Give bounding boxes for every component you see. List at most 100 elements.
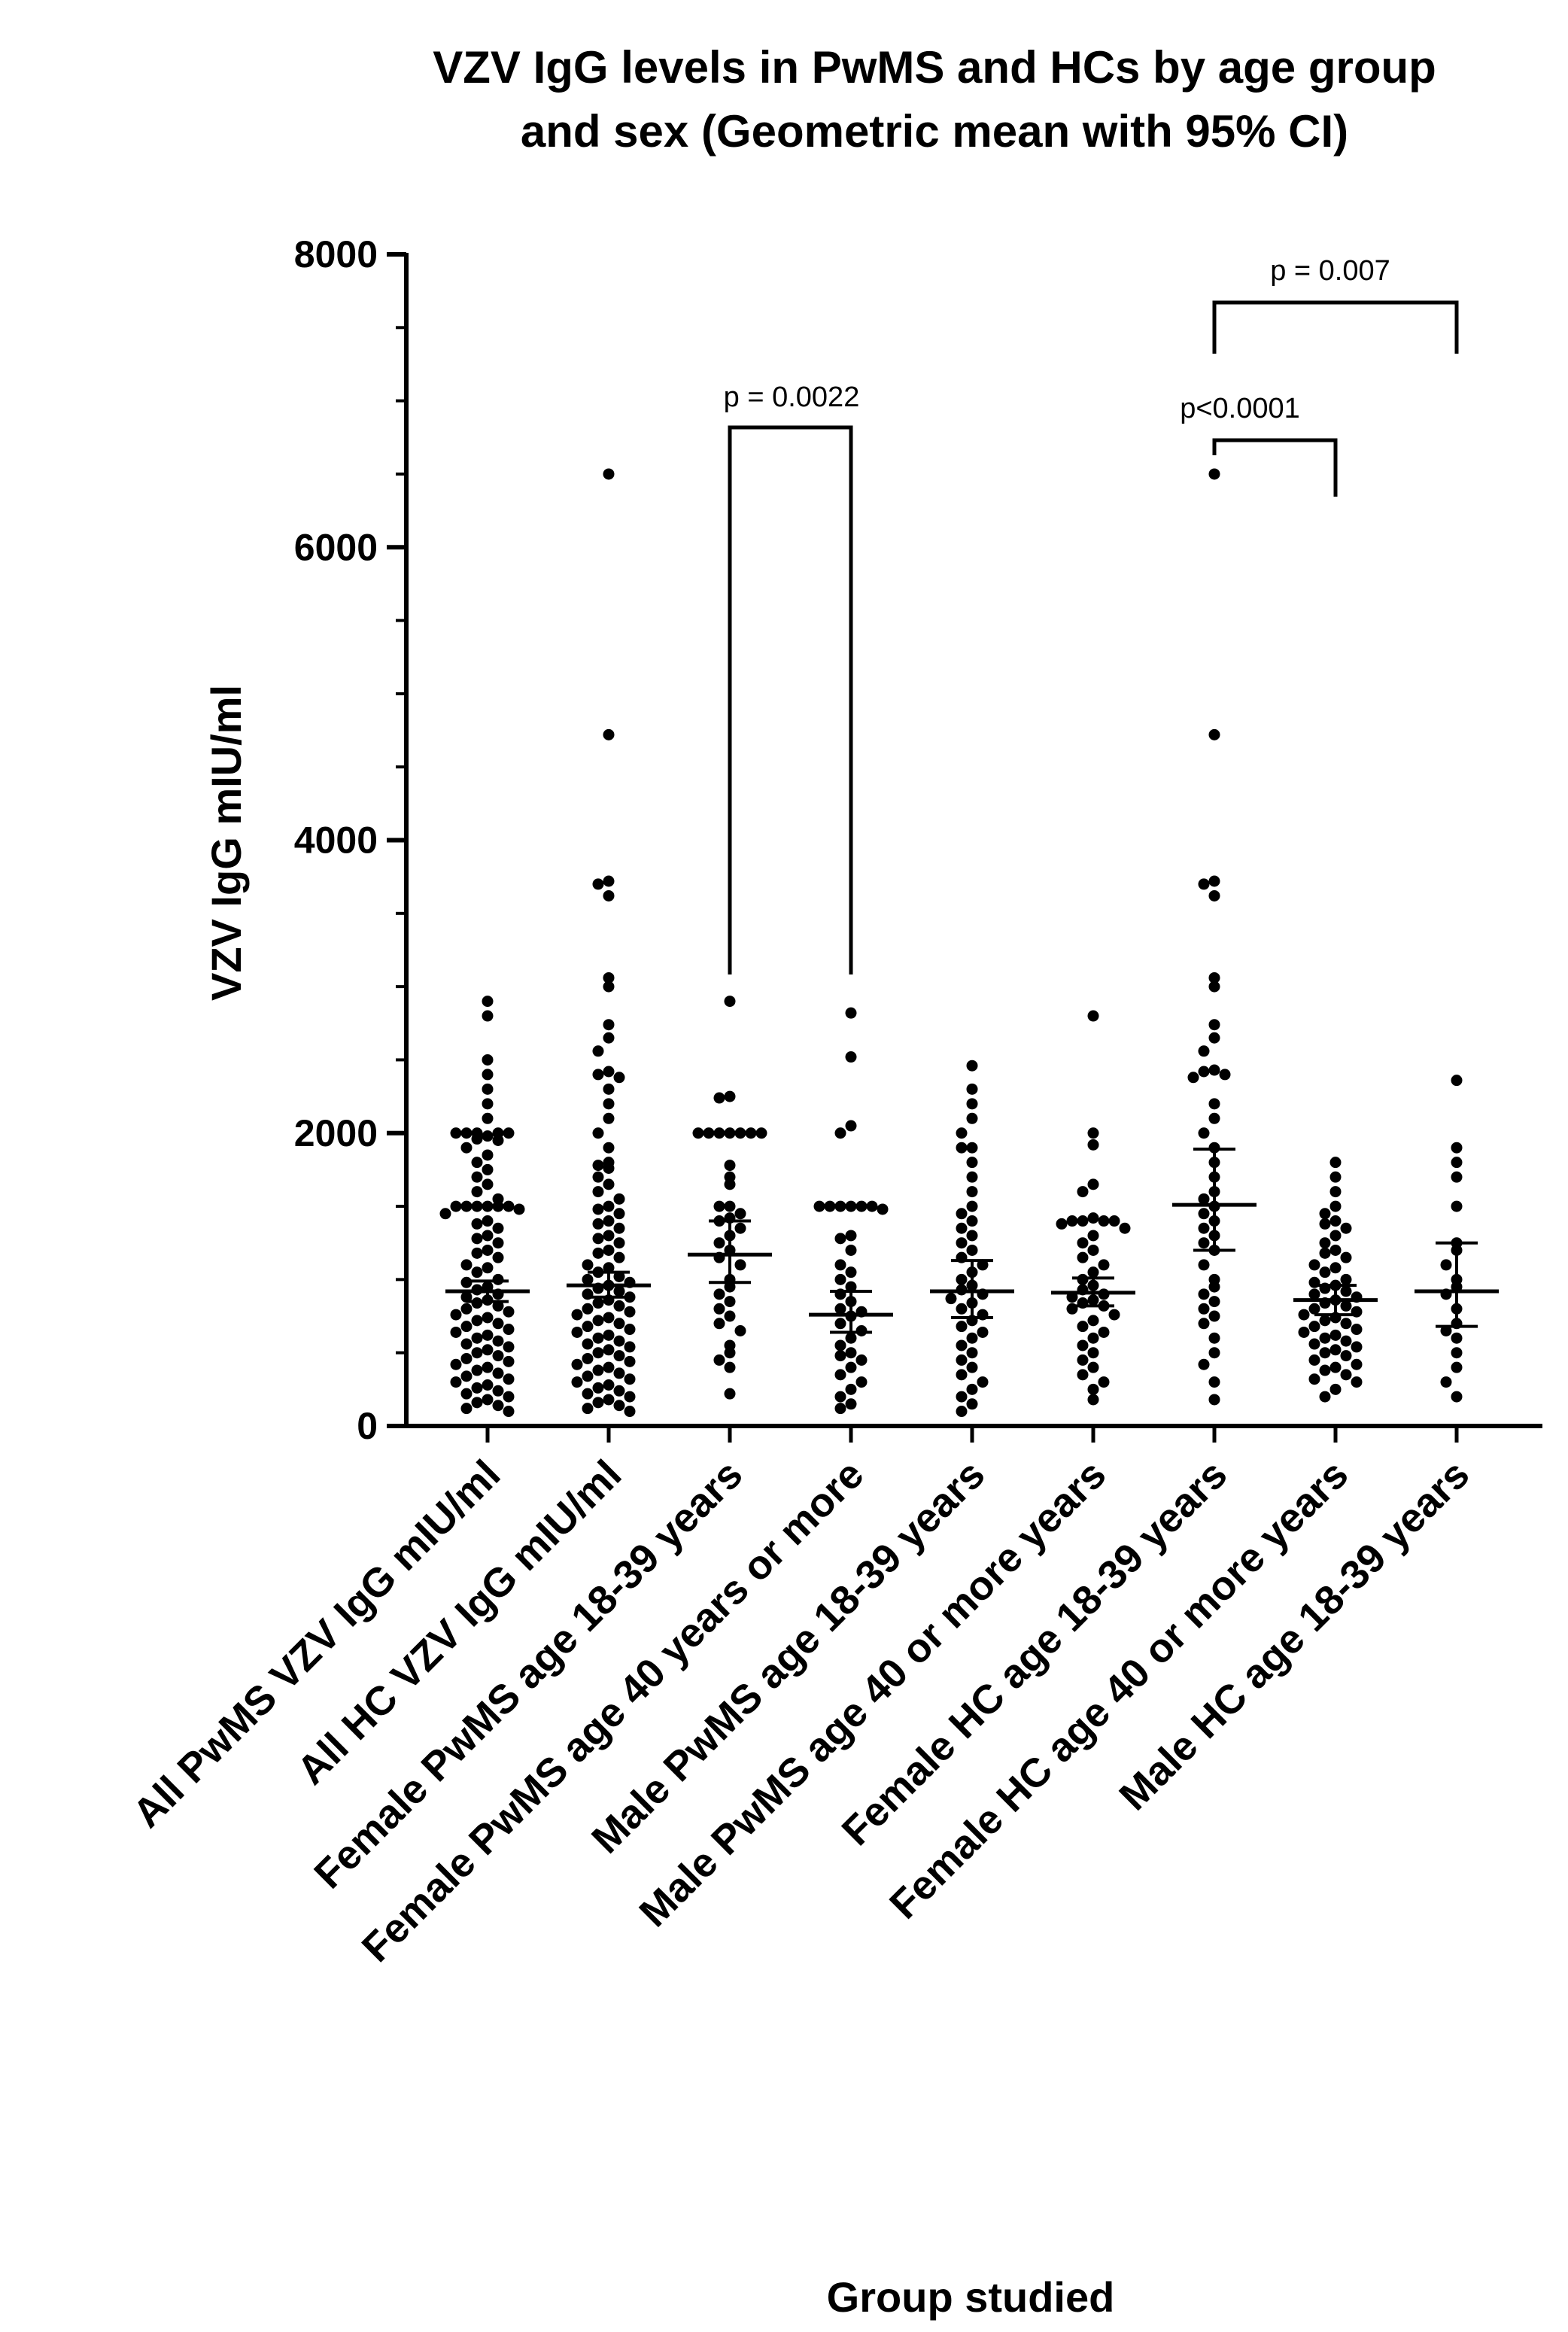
data-point: [603, 971, 615, 984]
data-point: [956, 1222, 968, 1234]
data-point: [724, 1178, 736, 1190]
data-point: [482, 1069, 494, 1081]
data-point: [582, 1338, 594, 1350]
data-point: [471, 1315, 483, 1327]
data-point: [613, 1270, 625, 1282]
data-point: [1098, 1376, 1110, 1388]
data-point: [482, 1329, 494, 1341]
data-point: [1098, 1326, 1110, 1338]
data-point: [603, 1178, 615, 1190]
data-point: [624, 1355, 636, 1367]
data-point: [592, 1347, 604, 1359]
data-point: [1351, 1358, 1363, 1370]
data-point: [471, 1171, 483, 1183]
data-marks: [439, 468, 1499, 1418]
data-point: [966, 1186, 978, 1198]
data-point: [977, 1376, 989, 1388]
data-point: [1087, 1361, 1099, 1373]
data-point: [1340, 1318, 1352, 1330]
data-point: [724, 1310, 736, 1322]
data-point: [482, 1344, 494, 1356]
data-point: [592, 1382, 604, 1394]
data-point: [503, 1127, 515, 1139]
data-point: [482, 1394, 494, 1406]
data-point: [1198, 1259, 1210, 1271]
data-point: [1208, 1296, 1220, 1308]
data-point: [1187, 1072, 1199, 1084]
data-point: [1351, 1341, 1363, 1353]
data-point: [824, 1200, 836, 1212]
data-point: [482, 1230, 494, 1242]
data-point: [1087, 1230, 1099, 1242]
data-point: [603, 1066, 615, 1078]
data-point: [603, 1344, 615, 1356]
data-point: [1208, 1394, 1220, 1406]
data-point: [460, 1200, 473, 1212]
data-point: [582, 1259, 594, 1271]
data-point: [1329, 1157, 1342, 1169]
data-point: [613, 1193, 625, 1205]
data-point: [592, 1127, 604, 1139]
data-point: [845, 1244, 857, 1256]
data-point: [734, 1324, 746, 1336]
data-point: [471, 1157, 483, 1169]
data-point: [1329, 1186, 1342, 1198]
data-point: [1319, 1237, 1331, 1249]
data-point: [966, 1383, 978, 1395]
data-point: [1298, 1326, 1310, 1338]
data-point: [724, 1296, 736, 1308]
data-point: [834, 1339, 846, 1351]
data-point: [471, 1233, 483, 1245]
data-point: [1077, 1369, 1089, 1381]
data-point: [724, 1160, 736, 1172]
data-point: [592, 1315, 604, 1327]
data-point: [613, 1237, 625, 1249]
x-axis-title: Group studied: [827, 2273, 1115, 2321]
data-point: [966, 1230, 978, 1242]
data-point: [1087, 1266, 1099, 1278]
data-point: [1440, 1324, 1452, 1336]
data-point: [1319, 1315, 1331, 1327]
data-point: [1329, 1215, 1342, 1227]
data-point: [1208, 981, 1220, 993]
data-point: [492, 1300, 504, 1312]
data-point: [845, 1007, 857, 1019]
data-point: [1208, 1112, 1220, 1124]
data-point: [1198, 1303, 1210, 1315]
data-point: [1098, 1259, 1110, 1271]
significance-brackets: p = 0.0022 p<0.0001 p = 0.007: [724, 255, 1459, 974]
data-point: [460, 1338, 473, 1350]
data-point: [956, 1354, 968, 1366]
data-point: [1308, 1259, 1320, 1271]
data-point: [450, 1376, 462, 1388]
data-point: [492, 1318, 504, 1330]
data-point: [845, 1120, 857, 1132]
data-point: [1329, 1344, 1342, 1356]
data-point: [1319, 1218, 1331, 1230]
data-point: [603, 1262, 615, 1274]
data-point: [1108, 1215, 1120, 1227]
data-point: [724, 1127, 736, 1139]
p-value-label: p = 0.007: [1270, 255, 1390, 287]
data-point: [450, 1309, 462, 1321]
p-value-label: p<0.0001: [1180, 393, 1300, 424]
data-point: [492, 1134, 504, 1146]
data-point: [582, 1370, 594, 1382]
data-point: [624, 1391, 636, 1403]
data-point: [592, 1332, 604, 1344]
data-point: [1329, 1200, 1342, 1212]
data-point: [855, 1376, 868, 1388]
data-point: [492, 1385, 504, 1397]
data-point: [1198, 1358, 1210, 1370]
data-point: [834, 1318, 846, 1330]
data-point: [613, 1350, 625, 1362]
chart-title-line-1: VZV IgG levels in PwMS and HCs by age gr…: [433, 42, 1436, 93]
data-point: [471, 1347, 483, 1359]
data-point: [603, 1329, 615, 1341]
data-point: [1440, 1259, 1452, 1271]
data-point: [1208, 1019, 1220, 1031]
data-point: [1087, 1383, 1099, 1395]
data-point: [1077, 1321, 1089, 1333]
data-point: [1077, 1215, 1089, 1227]
data-point: [1308, 1354, 1320, 1366]
